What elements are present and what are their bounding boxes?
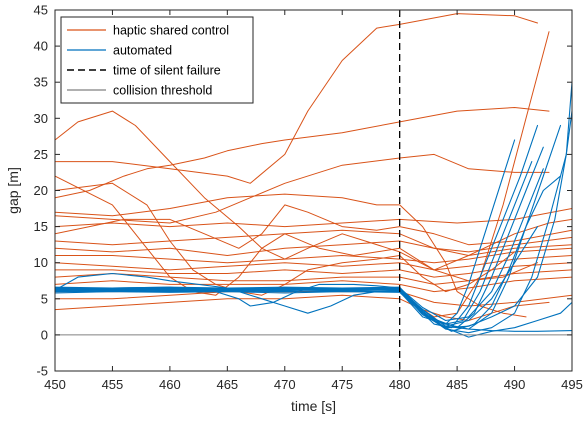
y-tick-label: 15: [34, 219, 48, 234]
legend-label-automated: automated: [113, 44, 172, 58]
haptic-series-line: [55, 269, 572, 285]
legend-label-time-of-silent-failure: time of silent failure: [113, 64, 221, 78]
x-tick-label: 485: [446, 377, 468, 392]
x-tick-label: 495: [561, 377, 583, 392]
x-tick-label: 460: [159, 377, 181, 392]
haptic-series-line: [55, 110, 538, 282]
haptic-series-line: [55, 229, 572, 253]
automated-series-line: [55, 168, 544, 322]
y-tick-label: 40: [34, 39, 48, 54]
y-tick-label: 20: [34, 183, 48, 198]
y-tick-label: 45: [34, 3, 48, 18]
ticks-layer: 450 455 460 465 470 475 480 485 490 495 -5 0 5 10 15 20…: [34, 3, 583, 393]
haptic-series-line: [55, 204, 572, 249]
y-tick-label: 35: [34, 75, 48, 90]
y-tick-label: 30: [34, 111, 48, 126]
x-tick-label: 480: [389, 377, 411, 392]
haptic-series-line: [55, 153, 550, 224]
legend-items: haptic shared control automated time of si…: [67, 24, 229, 98]
legend-label-haptic-shared-control: haptic shared control: [113, 24, 229, 38]
y-tick-label: 25: [34, 147, 48, 162]
haptic-series-line: [55, 193, 527, 318]
x-tick-label: 470: [274, 377, 296, 392]
y-axis-label: gap [m]: [5, 167, 21, 214]
y-tick-label: 0: [41, 327, 48, 342]
automated-series-line: [55, 81, 572, 329]
haptic-series-line: [55, 276, 572, 293]
x-tick-label: 465: [216, 377, 238, 392]
haptic-series-line: [55, 262, 572, 278]
x-tick-label: 450: [44, 377, 66, 392]
series-layer: [55, 13, 572, 338]
legend: haptic shared control automated time of si…: [60, 16, 254, 104]
haptic-series-line: [55, 175, 572, 296]
x-axis-label: time [s]: [291, 398, 336, 414]
x-tick-label: 475: [331, 377, 353, 392]
reference-layer: [55, 10, 572, 371]
x-tick-label: 490: [504, 377, 526, 392]
x-tick-label: 455: [102, 377, 124, 392]
plot-area: [55, 10, 572, 371]
haptic-series-line: [55, 208, 572, 228]
legend-box: [60, 16, 254, 104]
haptic-series-line: [55, 247, 572, 264]
legend-label-collision-threshold: collision threshold: [113, 84, 212, 98]
y-tick-label: -5: [36, 364, 48, 379]
y-tick-label: 5: [41, 291, 48, 306]
haptic-series-line: [55, 107, 550, 199]
haptic-series-line: [55, 240, 572, 256]
automated-series-line: [55, 287, 572, 338]
y-tick-label: 10: [34, 255, 48, 270]
automated-series-line: [55, 290, 572, 332]
automated-series-line: [55, 226, 539, 327]
